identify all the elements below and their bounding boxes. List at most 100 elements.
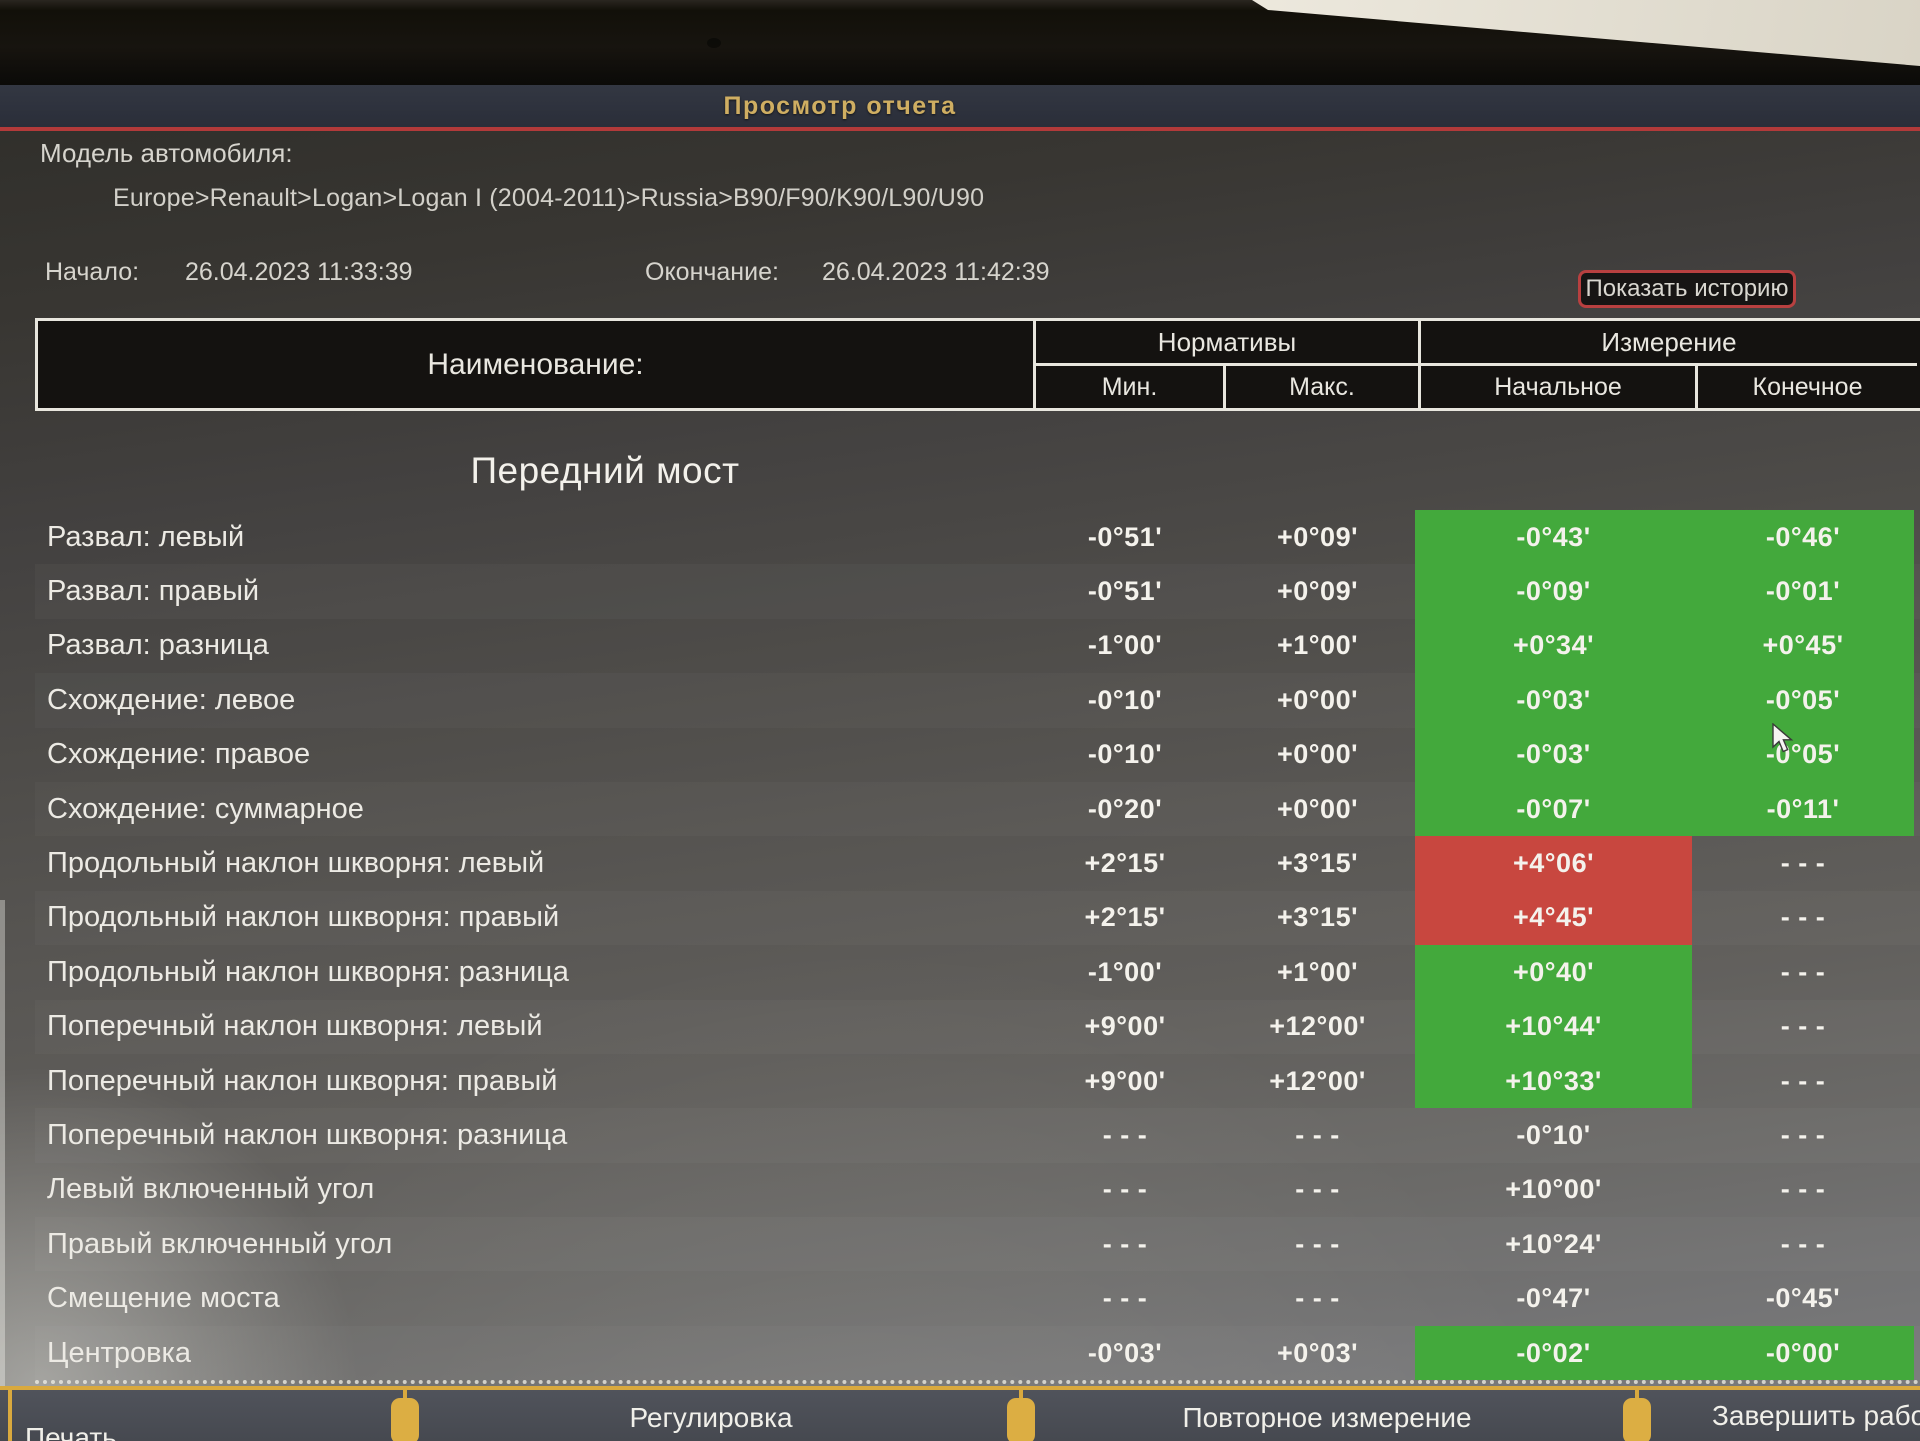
- row-final-value: - - -: [1780, 1228, 1826, 1259]
- table-row: Продольный наклон шкворня: правый +2°15'…: [35, 890, 1920, 946]
- row-label: Правый включенный угол: [47, 1227, 393, 1260]
- vehicle-model-label: Модель автомобиля:: [40, 138, 293, 168]
- table-row: Продольный наклон шкворня: левый +2°15' …: [35, 836, 1920, 891]
- table-row: Продольный наклон шкворня: разница -1°00…: [35, 945, 1920, 1000]
- row-min-value: +2°15': [1084, 848, 1166, 879]
- row-max-value: +3°15': [1276, 902, 1359, 933]
- remeasure-button[interactable]: Повторное измерение: [1182, 1402, 1472, 1433]
- row-initial-value: +4°45': [1415, 890, 1692, 946]
- print-button[interactable]: Печать: [25, 1422, 117, 1441]
- row-final-value: -0°05': [1692, 673, 1914, 728]
- row-final-value: - - -: [1780, 1065, 1826, 1096]
- row-min-value: +9°00': [1084, 1011, 1166, 1042]
- header-name: Наименование:: [38, 321, 1033, 408]
- bottom-bar-knob: [391, 1398, 419, 1441]
- row-max-value: - - -: [1295, 1174, 1340, 1205]
- row-final-value: -0°11': [1692, 781, 1914, 837]
- row-label: Продольный наклон шкворня: левый: [47, 847, 545, 880]
- header-standards-group: Нормативы: [1033, 321, 1418, 363]
- row-min-value: -0°03': [1087, 1337, 1163, 1368]
- session-start-label: Начало:: [45, 258, 140, 286]
- table-header: Наименование: Нормативы Измерение Мин. М…: [35, 318, 1920, 411]
- table-row: Развал: правый -0°51' +0°09' -0°09' -0°0…: [35, 564, 1920, 619]
- row-max-value: +0°00': [1276, 684, 1359, 715]
- row-max-value: - - -: [1295, 1228, 1340, 1259]
- row-initial-value: -0°47': [1516, 1283, 1591, 1314]
- row-max-value: +0°03': [1276, 1337, 1359, 1368]
- table-row: Правый включенный угол - - - - - - +10°2…: [35, 1217, 1920, 1271]
- row-final-value: +0°45': [1692, 618, 1914, 674]
- row-initial-value: +10°24': [1505, 1228, 1602, 1259]
- row-final-value: -0°46': [1692, 510, 1914, 565]
- row-label: Развал: разница: [47, 629, 269, 662]
- session-end-value: 26.04.2023 11:42:39: [822, 258, 1050, 286]
- row-label: Поперечный наклон шкворня: разница: [47, 1118, 568, 1151]
- table-row: Схождение: правое -0°10' +0°00' -0°03' -…: [35, 727, 1920, 782]
- row-initial-value: +10°00': [1505, 1174, 1602, 1205]
- row-max-value: +0°09': [1276, 521, 1359, 552]
- row-initial-value: -0°03': [1415, 727, 1692, 782]
- row-max-value: +0°09': [1276, 576, 1359, 607]
- header-initial: Начальное: [1418, 363, 1695, 408]
- table-row: Центровка -0°03' +0°03' -0°02' -0°00': [35, 1325, 1920, 1381]
- session-times: Начало: 26.04.2023 11:33:39 Окончание: 2…: [0, 258, 1920, 288]
- session-start-value: 26.04.2023 11:33:39: [185, 258, 413, 286]
- mouse-cursor-icon: [1772, 723, 1794, 753]
- row-label: Развал: левый: [47, 520, 245, 553]
- row-initial-value: +10°33': [1415, 1053, 1692, 1109]
- row-min-value: -0°51': [1087, 521, 1163, 552]
- finish-work-button[interactable]: Завершить работу: [1712, 1400, 1920, 1431]
- bottom-bar-knob: [1007, 1398, 1035, 1441]
- row-min-value: -1°00': [1087, 630, 1163, 661]
- adjustment-button[interactable]: Регулировка: [629, 1402, 793, 1433]
- show-history-button[interactable]: Показать историю: [1578, 270, 1796, 308]
- row-min-value: - - -: [1102, 1119, 1148, 1150]
- row-final-value: - - -: [1780, 1011, 1826, 1042]
- row-initial-value: +0°40': [1415, 945, 1692, 1000]
- row-label: Схождение: суммарное: [47, 792, 364, 825]
- row-min-value: -0°20': [1087, 793, 1163, 824]
- row-label: Продольный наклон шкворня: правый: [47, 901, 560, 934]
- row-min-value: -0°10': [1087, 684, 1163, 715]
- window-title: Просмотр отчета: [723, 91, 957, 120]
- row-final-value: -0°01': [1692, 564, 1914, 619]
- row-initial-value: -0°07': [1415, 781, 1692, 837]
- row-final-value: -0°05': [1692, 727, 1914, 782]
- row-label: Поперечный наклон шкворня: правый: [47, 1064, 558, 1097]
- header-final: Конечное: [1695, 363, 1917, 408]
- row-max-value: - - -: [1295, 1283, 1340, 1314]
- row-final-value: - - -: [1780, 902, 1826, 933]
- row-max-value: +0°00': [1276, 739, 1359, 770]
- bottom-bar-divider: [8, 1390, 12, 1441]
- row-initial-value: +10°44': [1415, 999, 1692, 1054]
- row-max-value: +12°00': [1269, 1011, 1366, 1042]
- row-initial-value: -0°02': [1415, 1325, 1692, 1381]
- table-row: Смещение моста - - - - - - -0°47' -0°45': [35, 1271, 1920, 1325]
- row-final-value: - - -: [1780, 848, 1826, 879]
- row-max-value: +12°00': [1269, 1065, 1366, 1096]
- table-rows: Развал: левый -0°51' +0°09' -0°43' -0°46…: [35, 510, 1920, 1385]
- header-measurement-group: Измерение: [1418, 321, 1917, 363]
- row-final-value: -0°00': [1692, 1325, 1914, 1381]
- table-row: Поперечный наклон шкворня: разница - - -…: [35, 1108, 1920, 1162]
- row-final-value: - - -: [1780, 1119, 1826, 1150]
- header-min: Мин.: [1033, 363, 1223, 408]
- vehicle-breadcrumb: Europe>Renault>Logan>Logan I (2004-2011)…: [113, 184, 985, 212]
- window-titlebar: Просмотр отчета: [0, 85, 1920, 127]
- row-min-value: -0°51': [1087, 576, 1163, 607]
- table-row: Развал: левый -0°51' +0°09' -0°43' -0°46…: [35, 510, 1920, 565]
- row-label: Центровка: [47, 1336, 191, 1369]
- section-title-front-axle: Передний мост: [470, 450, 740, 491]
- row-initial-value: -0°09': [1415, 564, 1692, 619]
- row-max-value: +1°00': [1276, 956, 1359, 987]
- row-initial-value: -0°03': [1415, 673, 1692, 728]
- table-row: Поперечный наклон шкворня: правый +9°00'…: [35, 1053, 1920, 1109]
- row-min-value: -0°10': [1087, 739, 1163, 770]
- screen-edge-glare: [0, 900, 5, 1441]
- bottom-action-bar: Печать Регулировка Повторное измерение З…: [0, 1386, 1920, 1441]
- row-initial-value: +0°34': [1415, 618, 1692, 674]
- row-min-value: -1°00': [1087, 956, 1163, 987]
- row-max-value: +0°00': [1276, 793, 1359, 824]
- row-label: Поперечный наклон шкворня: левый: [47, 1010, 543, 1043]
